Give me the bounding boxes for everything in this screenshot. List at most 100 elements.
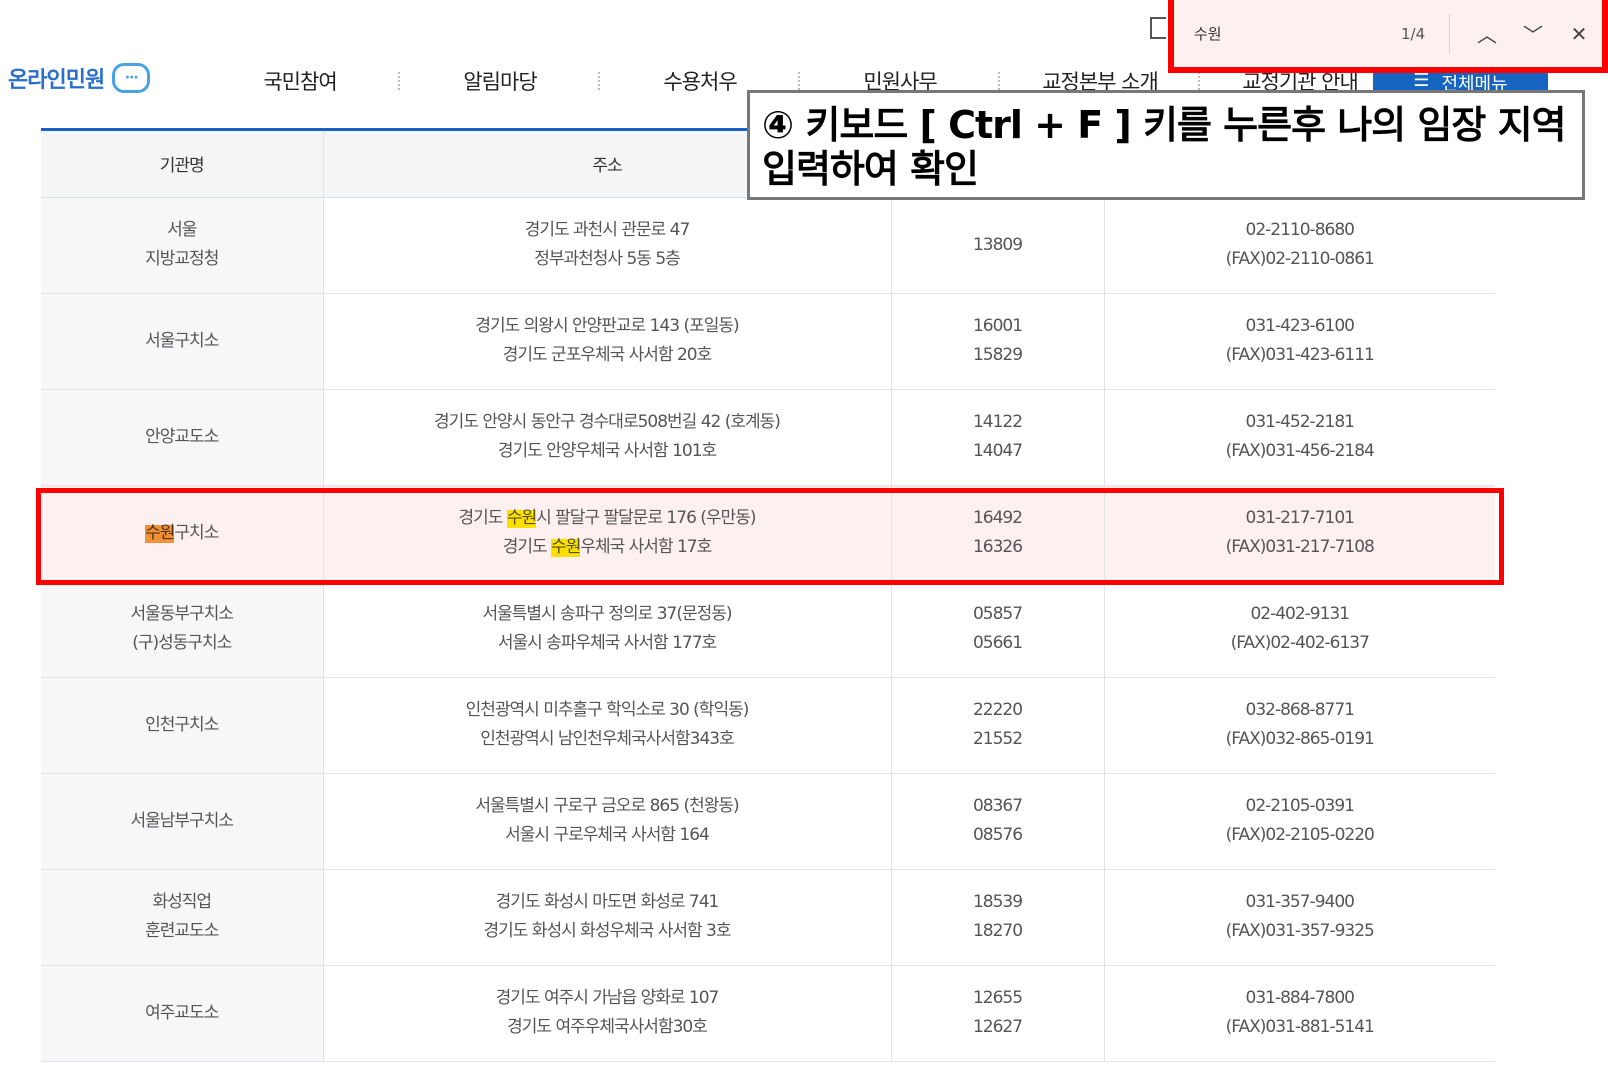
cell-tel: 02-402-9131 (FAX)02-402-6137 [1104, 581, 1495, 678]
name-line: 화성직업 [152, 892, 212, 912]
nav-separator [598, 72, 600, 90]
column-header: 기관명 [41, 131, 324, 198]
name-line: 서울동부구치소 [130, 604, 234, 624]
cell-zip: 22220 21552 [891, 677, 1105, 774]
nav-item[interactable]: 수용처우 [600, 66, 800, 96]
chat-bubble-icon: ··· [112, 63, 151, 93]
addr-line: 경기도 화성시 화성우체국 사서함 3호 [483, 921, 731, 941]
zip-line: 16326 [972, 537, 1023, 557]
zip-line: 12627 [972, 1017, 1023, 1037]
tel-line: (FAX)032-865-0191 [1225, 729, 1375, 749]
addr-line: 서울특별시 송파구 정의로 37(문정동) [482, 604, 732, 624]
cell-addr: 경기도 수원시 팔달구 팔달문로 176 (우만동) 경기도 수원우체국 사서함 … [323, 485, 892, 582]
cell-zip: 18539 18270 [891, 869, 1105, 966]
name-line: 여주교도소 [145, 1002, 219, 1023]
tel-line: 031-884-7800 [1245, 988, 1355, 1008]
cell-name: 서울남부구치소 [41, 773, 324, 870]
cell-addr: 서울특별시 송파구 정의로 37(문정동) 서울시 송파우체국 사서함 177호 [323, 581, 892, 678]
tel-line: 02-402-9131 [1250, 604, 1350, 624]
chevron-up-icon[interactable]: ︿ [1477, 23, 1497, 47]
zip-line: 05661 [972, 633, 1023, 653]
table-row: 여주교도소 경기도 여주시 가남읍 양화로 107 경기도 여주우체국사서함30호 1… [41, 965, 1495, 1062]
addr-line: 경기도 군포우체국 사서함 20호 [502, 345, 713, 365]
tel-line: (FAX)031-357-9325 [1225, 921, 1375, 941]
menu-icon: ☰ [1413, 70, 1430, 91]
name-line: 서울구치소 [145, 330, 219, 351]
close-icon[interactable]: ✕ [1570, 21, 1588, 46]
addr-line: 서울시 송파우체국 사서함 177호 [497, 633, 717, 653]
addr-line: 경기도 안양시 동안구 경수대로508번길 42 (호계동) [434, 412, 781, 432]
nav-separator [998, 72, 1000, 90]
table-row: 수원구치소 경기도 수원시 팔달구 팔달문로 176 (우만동) 경기도 수원우체국… [41, 485, 1495, 582]
tel-line: 031-357-9400 [1245, 892, 1355, 912]
zip-line: 14122 [972, 412, 1023, 432]
nav-label: 국민참여 [263, 70, 337, 94]
zip-line: 21552 [972, 729, 1023, 749]
name-line: 안양교도소 [145, 426, 219, 447]
addr-line: 인천광역시 미추홀구 학익소로 30 (학익동) [465, 700, 750, 720]
cell-zip: 12655 12627 [891, 965, 1105, 1062]
zip-line: 08367 [972, 796, 1023, 816]
cell-zip: 13809 [891, 197, 1105, 294]
table-row: 화성직업 훈련교도소 경기도 화성시 마도면 화성로 741 경기도 화성시 화성우체… [41, 869, 1495, 966]
cell-zip: 05857 05661 [891, 581, 1105, 678]
cell-name: 서울 지방교정청 [41, 197, 324, 294]
page-icon [1150, 17, 1166, 39]
cell-tel: 031-884-7800 (FAX)031-881-5141 [1104, 965, 1495, 1062]
name-line: 인천구치소 [145, 714, 219, 735]
table-row: 서울 지방교정청 경기도 과천시 관문로 47 정부과천청사 5동 5층 13809 02… [41, 197, 1495, 294]
tel-line: 031-217-7101 [1245, 508, 1355, 528]
logo[interactable]: 온라인민원 ··· [8, 62, 151, 94]
cell-tel: 032-868-8771 (FAX)032-865-0191 [1104, 677, 1495, 774]
nav-label: 수용처우 [663, 70, 737, 94]
addr-line: 정부과천청사 5동 5층 [534, 249, 681, 269]
tel-line: (FAX)02-402-6137 [1230, 633, 1370, 653]
table-row: 안양교도소 경기도 안양시 동안구 경수대로508번길 42 (호계동) 경기도 안… [41, 389, 1495, 486]
name-line: 훈련교도소 [145, 921, 219, 941]
cell-addr: 인천광역시 미추홀구 학익소로 30 (학익동) 인천광역시 남인천우체국사서함3… [323, 677, 892, 774]
tel-line: 02-2105-0391 [1245, 796, 1355, 816]
addr-line: 서울시 구로우체국 사서함 164 [505, 825, 710, 845]
find-count: 1/4 [1401, 24, 1426, 43]
chevron-down-icon[interactable]: ﹀ [1523, 23, 1543, 47]
table-row: 서울구치소 경기도 의왕시 안양판교로 143 (포일동) 경기도 군포우체국 사서… [41, 293, 1495, 390]
cell-name: 인천구치소 [41, 677, 324, 774]
tel-line: 031-423-6100 [1245, 316, 1355, 336]
cell-name: 안양교도소 [41, 389, 324, 486]
addr-line: 서울특별시 구로구 금오로 865 (천왕동) [475, 796, 739, 816]
zip-line: 16001 [972, 316, 1023, 336]
table-row: 인천구치소 인천광역시 미추홀구 학익소로 30 (학익동) 인천광역시 남인천우체… [41, 677, 1495, 774]
tel-line: 02-2110-8680 [1245, 220, 1355, 240]
zip-line: 18539 [972, 892, 1023, 912]
name-line: 서울남부구치소 [130, 810, 234, 831]
addr-line: 인천광역시 남인천우체국사서함343호 [480, 729, 734, 749]
header-divider [41, 128, 761, 131]
cell-addr: 경기도 안양시 동안구 경수대로508번길 42 (호계동) 경기도 안양우체국 … [323, 389, 892, 486]
cell-zip: 16492 16326 [891, 485, 1105, 582]
name-line: 서울 [167, 220, 197, 240]
cell-addr: 서울특별시 구로구 금오로 865 (천왕동) 서울시 구로우체국 사서함 164 [323, 773, 892, 870]
zip-line: 05857 [972, 604, 1023, 624]
zip-line: 08576 [972, 825, 1023, 845]
cell-name: 서울구치소 [41, 293, 324, 390]
divider [1449, 13, 1450, 54]
cell-zip: 08367 08576 [891, 773, 1105, 870]
tel-line: (FAX)02-2105-0220 [1225, 825, 1375, 845]
find-input[interactable]: 수원 [1194, 25, 1222, 43]
tel-line: (FAX)031-881-5141 [1225, 1017, 1375, 1037]
nav-item[interactable]: 국민참여 [200, 66, 400, 96]
addr-line: 경기도 여주시 가남읍 양화로 107 [495, 988, 720, 1008]
cell-tel: 031-357-9400 (FAX)031-357-9325 [1104, 869, 1495, 966]
cell-tel: 031-217-7101 (FAX)031-217-7108 [1104, 485, 1495, 582]
nav-item[interactable]: 알림마당 [400, 66, 600, 96]
zip-line: 18270 [972, 921, 1023, 941]
zip-line: 13809 [972, 234, 1023, 255]
nav-separator [798, 72, 800, 90]
addr-line: 경기도 과천시 관문로 47 [524, 220, 691, 240]
all-menu-label: 전체메뉴 [1441, 74, 1508, 92]
nav-separator [398, 72, 400, 90]
cell-tel: 02-2110-8680 (FAX)02-2110-0861 [1104, 197, 1495, 294]
table-row: 서울남부구치소 서울특별시 구로구 금오로 865 (천왕동) 서울시 구로우체국 … [41, 773, 1495, 870]
cell-addr: 경기도 화성시 마도면 화성로 741 경기도 화성시 화성우체국 사서함 3호 [323, 869, 892, 966]
